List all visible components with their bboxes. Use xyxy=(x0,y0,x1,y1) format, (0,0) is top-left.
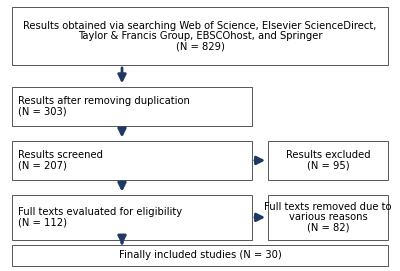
Text: Taylor & Francis Group, EBSCOhost, and Springer: Taylor & Francis Group, EBSCOhost, and S… xyxy=(78,31,322,41)
Text: Full texts evaluated for eligibility: Full texts evaluated for eligibility xyxy=(18,207,182,217)
Text: (N = 112): (N = 112) xyxy=(18,218,67,228)
FancyBboxPatch shape xyxy=(268,195,388,240)
FancyBboxPatch shape xyxy=(12,245,388,266)
FancyBboxPatch shape xyxy=(268,141,388,180)
Text: Results after removing duplication: Results after removing duplication xyxy=(18,96,190,106)
Text: Results obtained via searching Web of Science, Elsevier ScienceDirect,: Results obtained via searching Web of Sc… xyxy=(23,21,377,31)
Text: (N = 303): (N = 303) xyxy=(18,107,67,117)
Text: (N = 95): (N = 95) xyxy=(307,161,349,171)
FancyBboxPatch shape xyxy=(12,7,388,65)
FancyBboxPatch shape xyxy=(12,141,252,180)
Text: (N = 829): (N = 829) xyxy=(176,41,224,51)
Text: Results screened: Results screened xyxy=(18,150,103,160)
Text: Finally included studies (N = 30): Finally included studies (N = 30) xyxy=(119,250,281,260)
Text: (N = 207): (N = 207) xyxy=(18,161,67,171)
Text: Results excluded: Results excluded xyxy=(286,150,370,160)
FancyBboxPatch shape xyxy=(12,87,252,126)
Text: (N = 82): (N = 82) xyxy=(307,223,349,233)
FancyBboxPatch shape xyxy=(12,195,252,240)
Text: Full texts removed due to: Full texts removed due to xyxy=(264,202,392,212)
Text: various reasons: various reasons xyxy=(289,212,367,222)
